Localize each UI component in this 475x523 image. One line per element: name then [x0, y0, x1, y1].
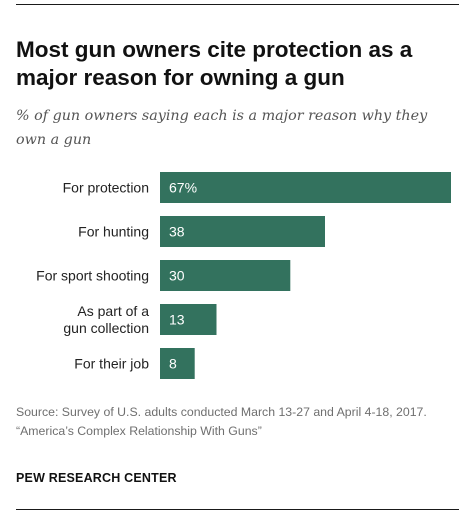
bar-4: [160, 348, 195, 379]
category-label-line: For hunting: [78, 224, 149, 240]
category-label-line: For sport shooting: [36, 268, 149, 284]
source-line-2: “America’s Complex Relationship With Gun…: [16, 424, 262, 438]
category-label-1: For hunting: [78, 224, 149, 240]
bar-2: [160, 260, 291, 291]
value-label-3: 13: [169, 312, 185, 328]
source-note: Source: Survey of U.S. adults conducted …: [16, 403, 456, 441]
value-label-1: 38: [169, 224, 185, 240]
source-line-1: Source: Survey of U.S. adults conducted …: [16, 405, 427, 419]
value-label-2: 30: [169, 268, 185, 284]
category-label-line: For protection: [63, 180, 149, 196]
bottom-rule: [16, 509, 459, 510]
chart-title: Most gun owners cite protection as a maj…: [16, 37, 413, 90]
category-label-3: As part of a gun collection: [63, 303, 149, 336]
value-label-4: 8: [169, 356, 177, 372]
category-label-line: As part of a: [77, 303, 149, 319]
category-label-line: For their job: [74, 356, 149, 372]
category-label-line: gun collection: [63, 320, 149, 336]
bar-3: [160, 304, 217, 335]
value-label-0: 67%: [169, 180, 197, 196]
chart-subtitle: % of gun owners saying each is a major r…: [16, 108, 428, 148]
bar-chart: 67% For protection 38 For hunting 30 For spor…: [36, 172, 451, 379]
category-label-4: For their job: [74, 356, 149, 372]
bar-1: [160, 216, 325, 247]
top-rule: [16, 4, 459, 5]
pew-research-center-logo-text: PEW RESEARCH CENTER: [16, 471, 177, 485]
bar-0: [160, 172, 451, 203]
category-label-2: For sport shooting: [36, 268, 149, 284]
category-label-0: For protection: [63, 180, 149, 196]
